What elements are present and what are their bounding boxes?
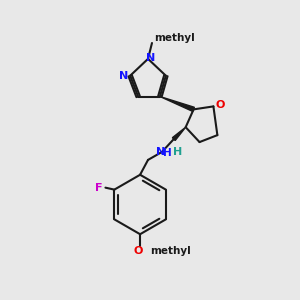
- Text: methyl: methyl: [150, 246, 191, 256]
- Text: N: N: [118, 71, 128, 81]
- Text: O: O: [216, 100, 225, 110]
- Text: N: N: [156, 147, 166, 157]
- Polygon shape: [172, 127, 186, 140]
- Text: methyl: methyl: [154, 33, 195, 43]
- Text: N: N: [146, 53, 156, 63]
- Text: H: H: [173, 147, 182, 157]
- Text: O: O: [134, 246, 143, 256]
- Polygon shape: [160, 97, 194, 112]
- Text: H: H: [164, 148, 172, 158]
- Text: F: F: [95, 183, 102, 193]
